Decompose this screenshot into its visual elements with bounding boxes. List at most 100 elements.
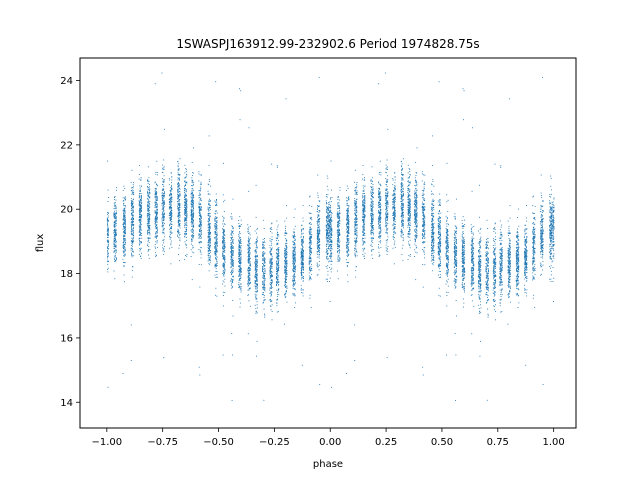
data-point — [131, 220, 133, 222]
data-point — [487, 271, 489, 273]
data-point — [487, 245, 488, 247]
data-point — [122, 189, 124, 191]
data-point — [378, 231, 380, 233]
data-point — [337, 231, 339, 233]
data-point — [392, 184, 394, 186]
data-point — [330, 246, 332, 248]
data-point — [415, 225, 417, 227]
data-point — [356, 221, 357, 223]
data-point — [439, 221, 441, 223]
data-point — [223, 275, 225, 277]
data-point — [222, 256, 224, 258]
data-point — [464, 268, 466, 270]
data-point — [191, 188, 193, 190]
data-point — [541, 214, 542, 215]
data-point — [178, 221, 179, 222]
data-point — [394, 224, 396, 225]
data-point — [377, 212, 379, 214]
data-point — [550, 217, 552, 219]
data-point — [114, 195, 116, 197]
data-point — [170, 185, 172, 186]
data-point — [155, 212, 157, 214]
data-point — [263, 281, 265, 283]
data-point — [362, 241, 364, 243]
data-point — [379, 237, 381, 239]
data-point — [311, 264, 312, 266]
data-point — [124, 262, 126, 264]
data-point — [494, 259, 495, 261]
data-point — [249, 281, 251, 283]
data-point — [532, 262, 534, 264]
data-point — [363, 226, 365, 228]
data-point — [551, 231, 553, 233]
data-point — [302, 240, 304, 242]
data-point — [478, 283, 480, 285]
data-point — [549, 252, 551, 253]
data-point — [155, 241, 157, 243]
data-point — [525, 260, 527, 262]
data-point — [380, 214, 382, 216]
data-point — [179, 227, 181, 229]
data-point — [122, 228, 124, 230]
data-point — [409, 205, 411, 207]
data-point — [553, 226, 555, 228]
data-point — [500, 268, 502, 270]
data-point — [487, 314, 489, 316]
data-point — [276, 273, 278, 275]
data-point — [372, 214, 374, 216]
data-point — [416, 210, 418, 212]
data-point — [337, 237, 339, 239]
data-point — [239, 241, 241, 243]
data-point — [431, 235, 433, 237]
data-point — [192, 228, 193, 230]
data-point — [200, 188, 202, 189]
data-point — [549, 229, 551, 231]
data-point — [402, 212, 404, 214]
data-point — [177, 189, 179, 190]
data-point — [509, 247, 511, 249]
data-point — [401, 174, 402, 176]
data-point — [517, 228, 518, 230]
data-point — [139, 226, 141, 228]
data-point — [114, 255, 116, 257]
data-point — [209, 250, 211, 252]
data-point — [216, 263, 217, 265]
data-point — [362, 197, 364, 199]
data-point — [378, 212, 380, 213]
data-point — [284, 260, 286, 262]
data-point — [499, 268, 501, 270]
data-point — [185, 204, 187, 205]
data-point — [386, 213, 388, 215]
data-point — [479, 244, 481, 246]
data-point — [487, 286, 489, 288]
data-point — [379, 192, 381, 193]
data-point — [541, 212, 543, 214]
data-point — [231, 235, 233, 237]
data-point — [163, 204, 164, 206]
data-point — [551, 223, 553, 225]
data-point — [284, 247, 286, 249]
data-point — [330, 226, 331, 228]
data-point — [302, 272, 304, 274]
data-point — [347, 281, 349, 283]
data-point — [328, 240, 330, 242]
data-point — [362, 212, 364, 214]
data-point — [387, 213, 389, 214]
data-point — [355, 265, 357, 267]
data-point — [199, 230, 201, 232]
data-point — [453, 272, 455, 273]
data-point — [414, 230, 416, 232]
data-point — [362, 203, 364, 205]
data-point — [551, 225, 553, 227]
data-point — [248, 289, 250, 291]
data-point — [362, 227, 364, 229]
data-point — [540, 207, 542, 209]
data-point — [414, 209, 416, 211]
data-point — [179, 214, 181, 216]
data-point — [257, 290, 258, 292]
data-point — [455, 268, 457, 269]
data-point — [355, 256, 356, 258]
data-point — [310, 223, 312, 225]
data-point — [155, 201, 157, 203]
data-point — [439, 264, 441, 266]
